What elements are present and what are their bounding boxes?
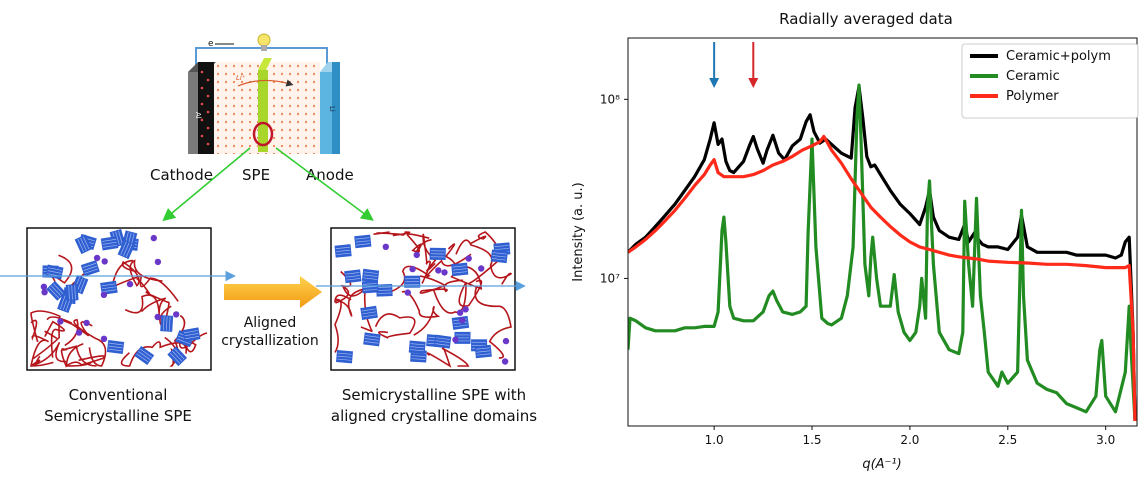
zoom-arrow-right xyxy=(276,148,370,218)
schematic-svg: e Al xyxy=(0,0,560,474)
schematic-panel: e Al xyxy=(0,0,560,474)
peak-arrow-head xyxy=(748,78,758,88)
crystallite xyxy=(360,306,378,320)
x-tick-label: 2.5 xyxy=(998,433,1017,447)
ion-dot xyxy=(414,252,420,258)
ion-dot xyxy=(101,336,107,342)
ion-dot xyxy=(41,284,47,290)
crystallite xyxy=(354,235,371,249)
ion-dot xyxy=(101,292,107,298)
ion-dot xyxy=(478,265,484,271)
right-caption-line2: aligned crystalline domains xyxy=(331,407,537,425)
ion-dot xyxy=(503,338,509,344)
legend-label: Ceramic xyxy=(1006,69,1060,84)
x-axis-label: q(A⁻¹) xyxy=(862,457,901,472)
ion-dot xyxy=(151,235,157,241)
ion-dot xyxy=(155,314,161,320)
xrd-chart: Radially averaged data 1.0 1.5 2.0 2.5 3.0 1… xyxy=(560,0,1139,474)
crystallite xyxy=(491,249,508,263)
crystallite xyxy=(335,244,352,258)
arrow-label-line2: crystallization xyxy=(221,333,319,349)
ion-dot xyxy=(435,267,441,273)
crystallite xyxy=(336,350,353,363)
ion-dot xyxy=(94,255,100,261)
x-axis: 1.0 1.5 2.0 2.5 3.0 xyxy=(705,426,1116,447)
chart-panel: Radially averaged data 1.0 1.5 2.0 2.5 3.0 1… xyxy=(560,0,1139,474)
ion-dot xyxy=(409,266,415,272)
battery-cell-diagram: e Al xyxy=(150,34,354,184)
crystallite xyxy=(344,269,361,283)
x-tick-label: 1.0 xyxy=(705,433,724,447)
ion-dot xyxy=(441,269,447,275)
ion-dot xyxy=(457,310,463,316)
cathode-label: Cathode xyxy=(150,166,213,184)
anode-plate-label: Li xyxy=(328,106,336,112)
crystallite xyxy=(362,280,379,293)
left-caption-line2: Semicrystalline SPE xyxy=(44,407,192,425)
series-line-ceramic-polym xyxy=(628,87,1135,422)
crystallite xyxy=(363,332,380,346)
crystallite xyxy=(160,315,173,332)
electron-label: e xyxy=(208,39,214,49)
ion-dot xyxy=(102,258,108,264)
y-axis: 10⁷ 10⁸ xyxy=(600,92,628,285)
aligned-crystallization-arrow xyxy=(224,276,322,308)
cathode-plate: Al xyxy=(188,62,216,154)
peak-arrows xyxy=(709,42,758,88)
crystallite xyxy=(430,248,446,260)
ion-dot xyxy=(41,289,47,295)
peak-arrow-head xyxy=(709,78,719,88)
legend-label: Ceramic+polym xyxy=(1006,49,1111,64)
plot-area xyxy=(628,85,1135,421)
ion-dot xyxy=(83,320,89,326)
ion-dot xyxy=(173,311,179,317)
ion-dot xyxy=(383,244,389,250)
ion-dot xyxy=(127,281,133,287)
ion-dot xyxy=(502,358,508,364)
crystallite xyxy=(434,335,451,349)
arrow-label-line1: Aligned xyxy=(244,315,297,331)
anode-plate: Li xyxy=(320,62,340,154)
ion-dot xyxy=(155,259,161,265)
ion-dot xyxy=(452,337,458,343)
crystallite xyxy=(101,236,119,250)
y-axis-label: Intensity (a. u.) xyxy=(571,182,586,281)
ion-dot xyxy=(405,289,411,295)
legend: Ceramic+polym Ceramic Polymer xyxy=(962,44,1138,118)
left-caption-line1: Conventional xyxy=(69,386,168,404)
spe-label: SPE xyxy=(242,166,270,184)
ion-dot xyxy=(57,318,63,324)
x-tick-label: 1.5 xyxy=(802,433,821,447)
ion-dot xyxy=(462,306,468,312)
ion-dot xyxy=(76,329,82,335)
right-caption-line1: Semicrystalline SPE with xyxy=(342,386,526,404)
crystallite xyxy=(475,345,492,359)
x-tick-label: 3.0 xyxy=(1096,433,1115,447)
crystallite xyxy=(451,263,468,277)
ion-dot xyxy=(466,255,472,261)
cathode-plate-label: Al xyxy=(194,112,202,119)
aligned-spe-microstructure xyxy=(331,228,515,370)
x-tick-label: 2.0 xyxy=(900,433,919,447)
crystallite xyxy=(409,341,426,354)
crystallite xyxy=(66,284,79,301)
li-ion-label: Li⁺ xyxy=(236,74,246,82)
crystallite xyxy=(107,340,124,354)
y-tick-label: 10⁷ xyxy=(600,271,620,285)
y-tick-label: 10⁸ xyxy=(600,92,620,106)
ion-dot xyxy=(459,317,465,323)
legend-label: Polymer xyxy=(1006,89,1059,104)
chart-title: Radially averaged data xyxy=(779,10,953,28)
conventional-spe-microstructure xyxy=(27,228,211,370)
